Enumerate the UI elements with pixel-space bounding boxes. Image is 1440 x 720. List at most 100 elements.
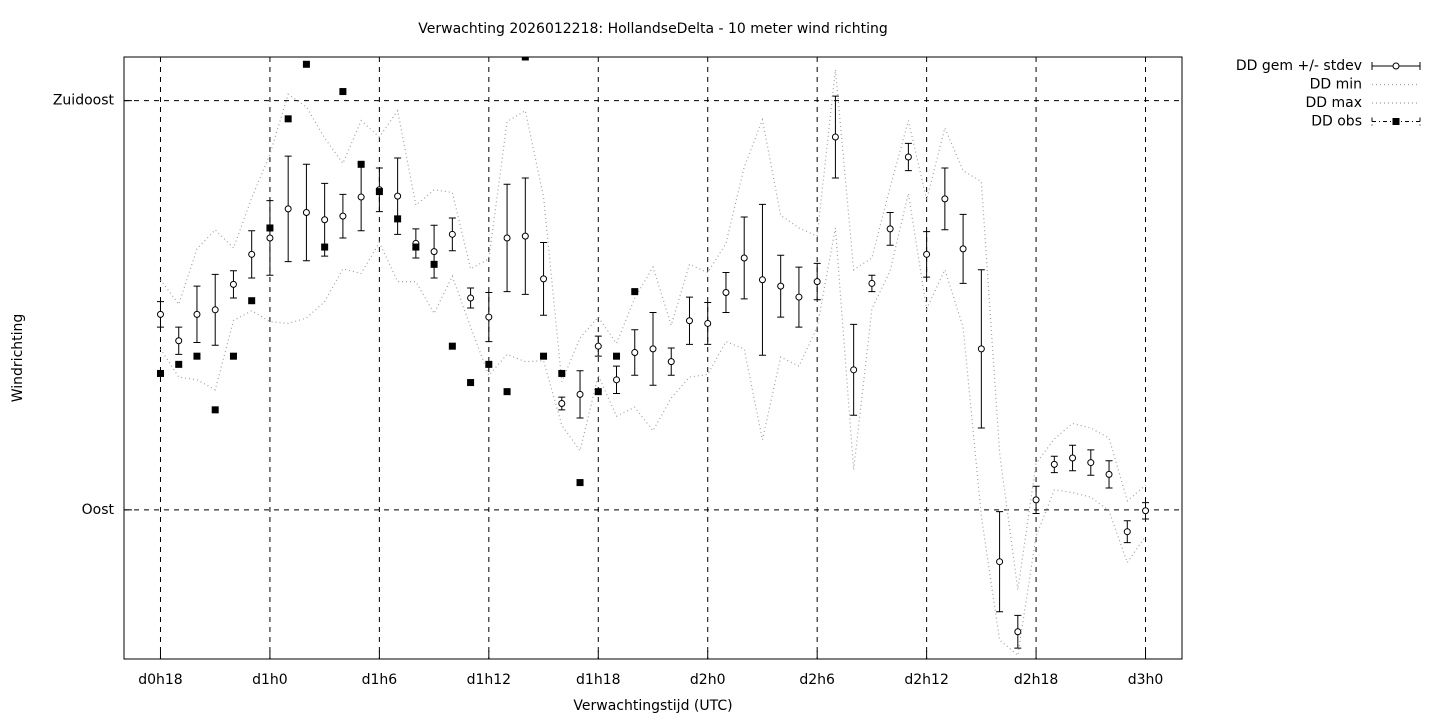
obs-point	[175, 360, 183, 368]
obs-point	[576, 479, 584, 487]
obs-point	[266, 224, 274, 232]
mean-point	[777, 282, 785, 290]
envelope-line	[159, 193, 1147, 657]
mean-point	[795, 293, 803, 301]
obs-point	[321, 243, 329, 251]
mean-point	[685, 317, 693, 325]
obs-point	[412, 243, 420, 251]
mean-point	[521, 232, 529, 240]
mean-point	[576, 390, 584, 398]
mean-point	[248, 250, 256, 258]
obs-point	[594, 388, 602, 396]
mean-point	[1032, 496, 1040, 504]
mean-point	[959, 245, 967, 253]
mean-point	[667, 358, 675, 366]
obs-point	[448, 342, 456, 350]
mean-point	[1050, 460, 1058, 468]
mean-point	[722, 289, 730, 297]
legend-label: DD gem +/- stdev	[1236, 58, 1362, 74]
x-tick-label: d2h0	[690, 672, 726, 688]
x-axis-label: Verwachtingstijd (UTC)	[573, 698, 732, 714]
obs-point	[375, 188, 383, 196]
x-tick-label: d2h6	[799, 672, 835, 688]
chart-title: Verwachting 2026012218: HollandseDelta -…	[418, 21, 887, 37]
mean-point	[740, 254, 748, 262]
mean-point	[1069, 454, 1077, 462]
y-tick-label: Zuidoost	[53, 93, 115, 109]
mean-point	[175, 337, 183, 345]
mean-point	[284, 205, 292, 213]
mean-point	[430, 248, 438, 256]
obs-point	[485, 360, 493, 368]
mean-point	[613, 376, 621, 384]
mean-point	[321, 216, 329, 224]
mean-point	[266, 234, 274, 242]
x-tick-label: d1h12	[467, 672, 511, 688]
mean-point	[758, 276, 766, 284]
obs-point	[248, 297, 256, 305]
mean-point	[813, 278, 821, 286]
obs-point	[631, 288, 639, 296]
legend-label: DD obs	[1311, 114, 1362, 130]
obs-point	[613, 352, 621, 360]
mean-point	[211, 306, 219, 314]
obs-point	[211, 406, 219, 414]
x-tick-label: d1h0	[252, 672, 288, 688]
mean-point	[1123, 528, 1131, 536]
x-tick-label: d1h18	[576, 672, 620, 688]
x-tick-label: d2h18	[1014, 672, 1058, 688]
legend-label: DD min	[1310, 77, 1362, 93]
x-tick-label: d2h12	[904, 672, 948, 688]
y-tick-label: Oost	[82, 502, 115, 518]
obs-point	[430, 260, 438, 268]
obs-point	[503, 388, 511, 396]
obs-point	[558, 369, 566, 377]
obs-point	[156, 369, 164, 377]
mean-point	[1014, 628, 1022, 636]
mean-point	[649, 345, 657, 353]
mean-point	[977, 345, 985, 353]
mean-point	[868, 279, 876, 287]
x-tick-label: d1h6	[362, 672, 398, 688]
obs-point	[467, 379, 475, 387]
legend-swatch-point	[1392, 62, 1400, 70]
obs-point	[339, 88, 347, 96]
mean-point	[156, 310, 164, 318]
mean-point	[904, 153, 912, 161]
obs-point	[394, 215, 402, 223]
mean-point	[485, 313, 493, 321]
mean-point	[448, 230, 456, 238]
mean-point	[886, 225, 894, 233]
mean-point	[339, 212, 347, 220]
mean-point	[923, 250, 931, 258]
plot-area	[156, 57, 1150, 657]
mean-point	[831, 133, 839, 141]
plot-frame	[123, 56, 1183, 660]
obs-point	[284, 115, 292, 123]
envelope-line	[160, 69, 1146, 590]
obs-point	[193, 352, 201, 360]
mean-point	[558, 399, 566, 407]
mean-point	[357, 193, 365, 201]
mean-point	[229, 280, 237, 288]
mean-point	[1087, 459, 1095, 467]
obs-point	[540, 352, 548, 360]
mean-point	[193, 310, 201, 318]
mean-point	[996, 558, 1004, 566]
mean-point	[1105, 470, 1113, 478]
y-axis-label: Windrichting	[10, 314, 26, 403]
mean-point	[704, 319, 712, 327]
obs-point	[302, 60, 310, 68]
mean-point	[631, 349, 639, 357]
mean-point	[394, 192, 402, 200]
mean-point	[467, 294, 475, 302]
mean-point	[1142, 507, 1150, 515]
mean-point	[941, 195, 949, 203]
obs-point	[357, 160, 365, 168]
mean-point	[850, 366, 858, 374]
obs-point	[521, 57, 529, 61]
obs-point	[229, 352, 237, 360]
legend-label: DD max	[1305, 95, 1362, 111]
mean-point	[594, 342, 602, 350]
